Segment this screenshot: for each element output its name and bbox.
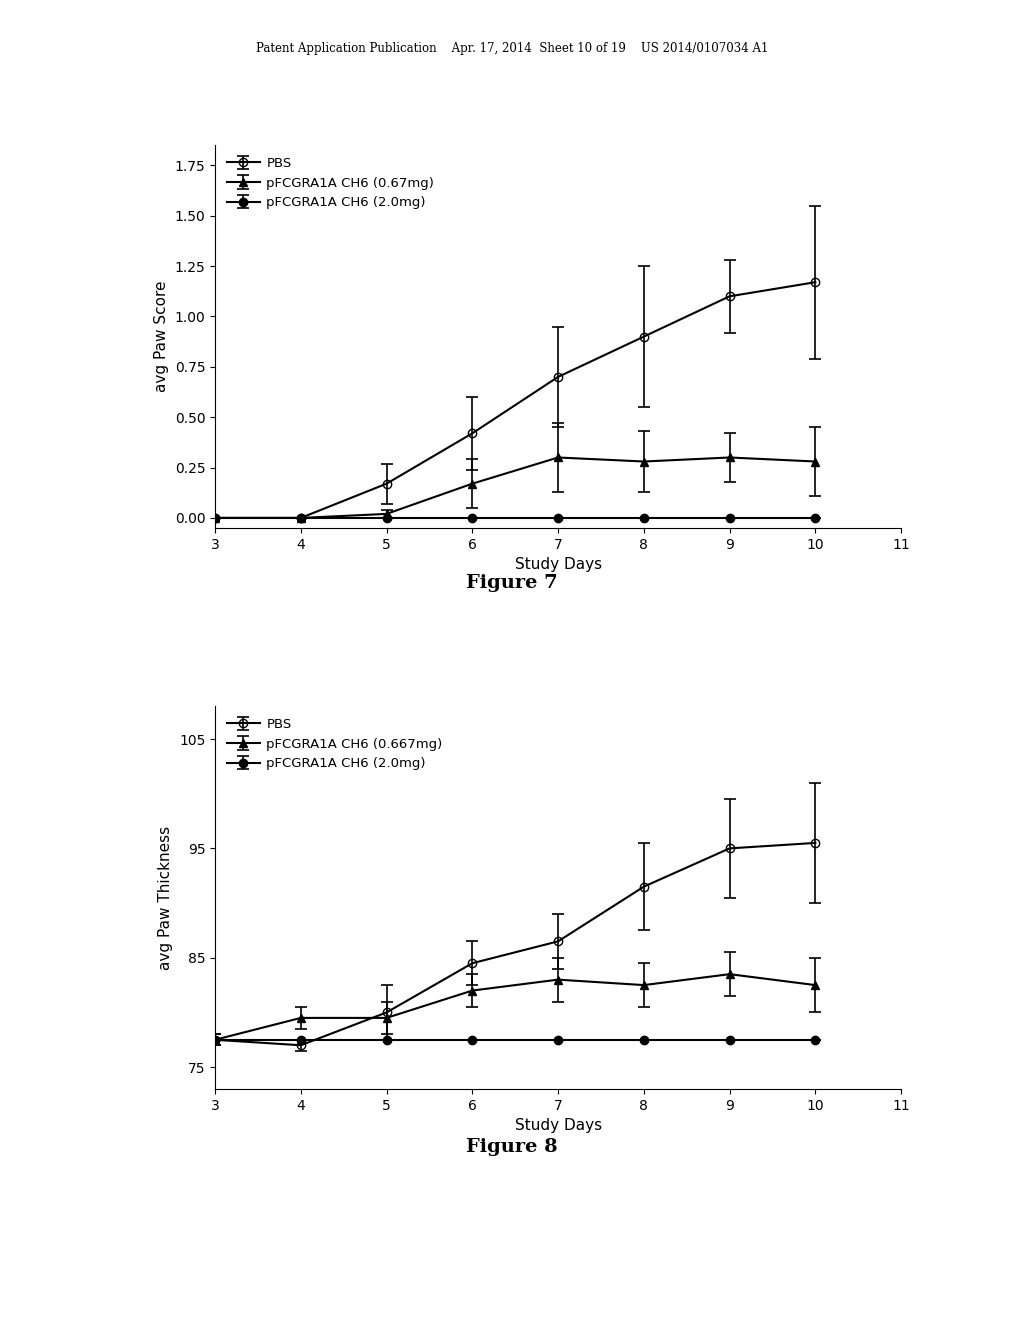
Y-axis label: avg Paw Score: avg Paw Score	[154, 281, 169, 392]
Y-axis label: avg Paw Thickness: avg Paw Thickness	[159, 825, 173, 970]
Text: Figure 7: Figure 7	[466, 574, 558, 593]
Legend: PBS, pFCGRA1A CH6 (0.667mg), pFCGRA1A CH6 (2.0mg): PBS, pFCGRA1A CH6 (0.667mg), pFCGRA1A CH…	[221, 713, 449, 776]
Text: Patent Application Publication    Apr. 17, 2014  Sheet 10 of 19    US 2014/01070: Patent Application Publication Apr. 17, …	[256, 42, 768, 55]
Text: Figure 8: Figure 8	[466, 1138, 558, 1156]
X-axis label: Study Days: Study Days	[514, 557, 602, 573]
X-axis label: Study Days: Study Days	[514, 1118, 602, 1134]
Legend: PBS, pFCGRA1A CH6 (0.67mg), pFCGRA1A CH6 (2.0mg): PBS, pFCGRA1A CH6 (0.67mg), pFCGRA1A CH6…	[221, 152, 439, 215]
